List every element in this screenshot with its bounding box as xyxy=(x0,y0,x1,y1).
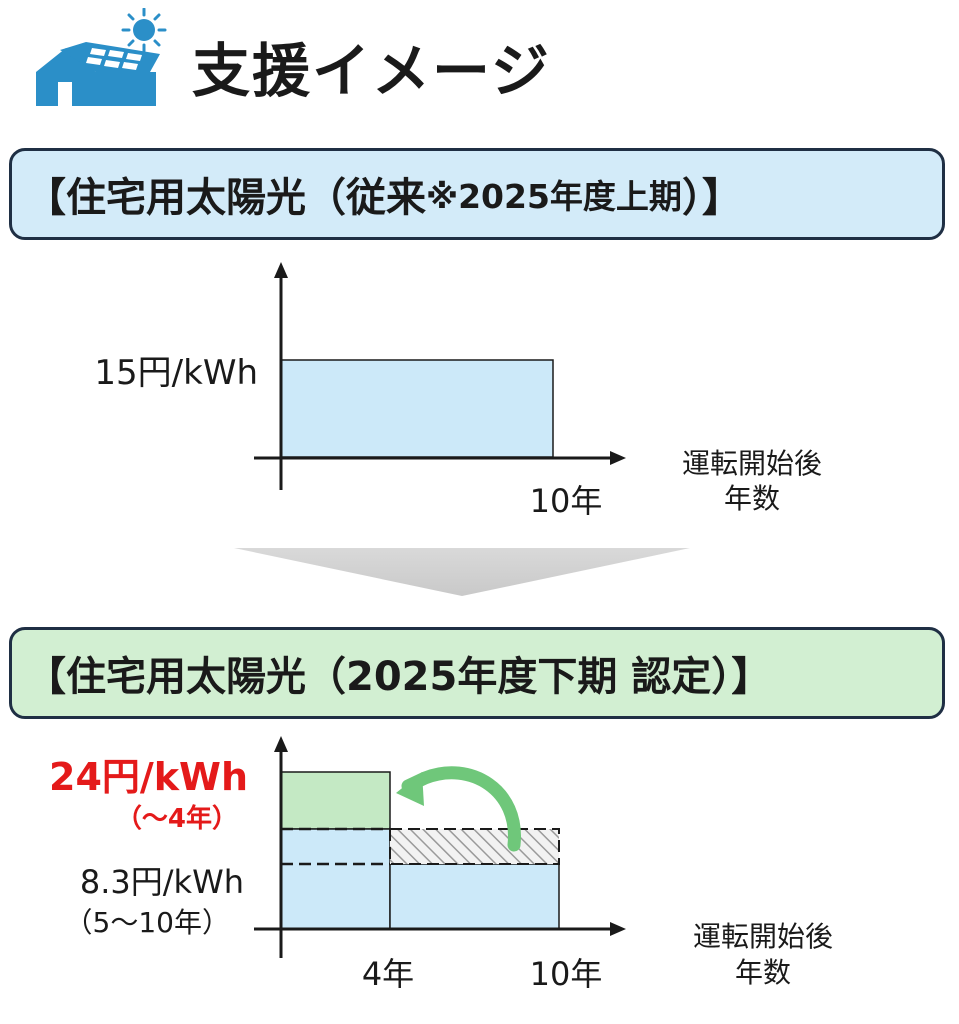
x-axis-before xyxy=(254,451,626,465)
shift-arrow-icon xyxy=(401,766,521,852)
x-axis-title-before-line1: 運転開始後 xyxy=(682,447,822,480)
high-rate-label: 24円/kWh xyxy=(49,755,248,799)
chart-before: 15円/kWh 10年 運転開始後 年数 xyxy=(94,262,822,520)
banner-before: 【住宅用太陽光（従来 ※2025年度上期）】 xyxy=(9,148,945,240)
rate-label-before: 15円/kWh xyxy=(94,353,258,393)
banner-before-prefix: 【住宅用太陽光（従来 xyxy=(26,175,426,221)
bar-before xyxy=(280,359,554,458)
bar-after-high-extra xyxy=(280,771,391,830)
page-title: 支援イメージ xyxy=(192,37,551,105)
mid-year-label-after: 4年 xyxy=(362,955,414,993)
sun-icon xyxy=(121,8,167,53)
solar-house-icon xyxy=(36,8,167,106)
x-axis-after xyxy=(254,922,626,936)
low-rate-label: 8.3円/kWh xyxy=(80,863,244,901)
banner-after: 【住宅用太陽光（2025年度下期 認定）】 xyxy=(9,627,945,719)
high-rate-period: （～4年） xyxy=(116,803,238,834)
end-year-label-before: 10年 xyxy=(530,482,603,520)
x-axis-title-after-line1: 運転開始後 xyxy=(693,920,833,953)
end-year-label-after: 10年 xyxy=(530,955,603,993)
y-axis-after xyxy=(274,736,288,958)
low-rate-period: （5～10年） xyxy=(65,906,230,939)
bar-after-high-base xyxy=(280,828,391,930)
x-axis-title-after-line2: 年数 xyxy=(735,956,791,989)
banner-before-suffix: ）】 xyxy=(681,175,742,221)
bar-after-low xyxy=(389,863,560,930)
y-axis-before xyxy=(274,262,288,490)
banner-before-note: ※2025年度上期 xyxy=(426,177,682,216)
x-axis-title-before-line2: 年数 xyxy=(724,482,780,515)
chart-after: 24円/kWh （～4年） 8.3円/kWh （5～10年） 4年 10年 運転… xyxy=(49,736,833,993)
down-arrow-icon xyxy=(234,548,690,596)
banner-after-text: 【住宅用太陽光（2025年度下期 認定）】 xyxy=(26,654,772,700)
shifted-portion xyxy=(389,828,560,865)
